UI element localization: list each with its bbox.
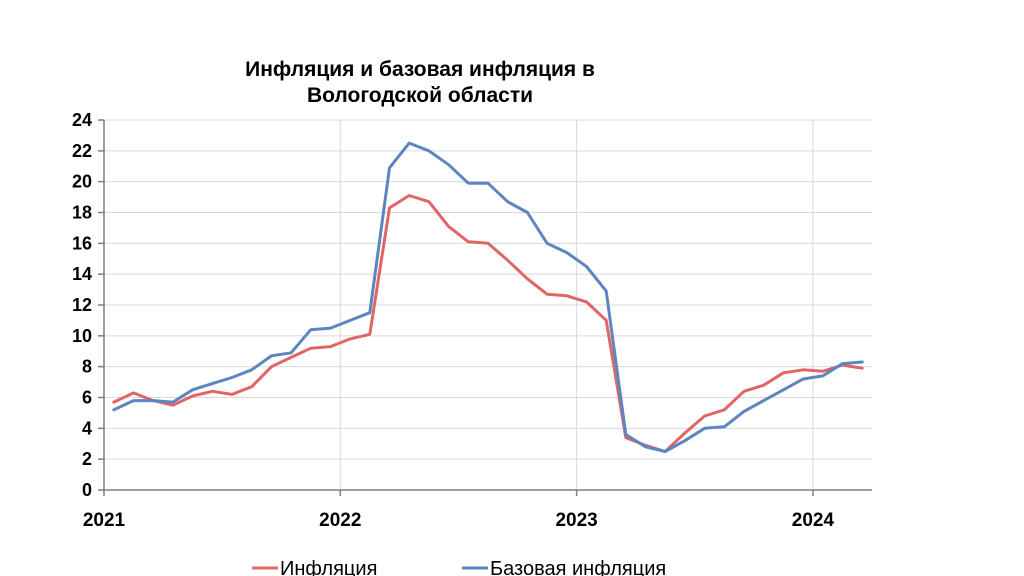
chart-title-line-2: Вологодской области: [307, 84, 533, 107]
legend-label-2: Базовая инфляция: [490, 558, 666, 576]
y-tick-label: 8: [82, 357, 92, 377]
y-tick-label: 20: [72, 172, 92, 192]
series-line-1: [112, 194, 864, 453]
y-tick-label: 24: [72, 110, 92, 130]
x-tick-label: 2024: [792, 510, 835, 531]
y-tick-label: 2: [82, 449, 92, 469]
y-tick-label: 12: [72, 295, 92, 315]
y-tick-label: 10: [72, 326, 92, 346]
y-tick-label: 18: [72, 203, 92, 223]
x-tick-label: 2022: [319, 510, 361, 531]
x-axis-ticks: 2021 2022 2023 2024: [83, 490, 835, 531]
x-tick-label: 2023: [555, 510, 597, 531]
y-tick-label: 16: [72, 233, 92, 253]
series-lines: [112, 141, 864, 453]
x-tick-label: 2021: [83, 510, 126, 531]
legend-label-1: Инфляция: [280, 558, 377, 576]
grid: [103, 119, 872, 490]
y-tick-label: 4: [82, 418, 92, 438]
y-tick-label: 14: [72, 264, 92, 284]
y-tick-label: 22: [72, 141, 92, 161]
chart-title-line-1: Инфляция и базовая инфляция в: [245, 58, 595, 81]
y-tick-label: 0: [82, 480, 92, 500]
series-line-2: [112, 141, 864, 453]
y-tick-label: 6: [82, 388, 92, 408]
legend: Инфляция Базовая инфляция: [252, 558, 666, 576]
